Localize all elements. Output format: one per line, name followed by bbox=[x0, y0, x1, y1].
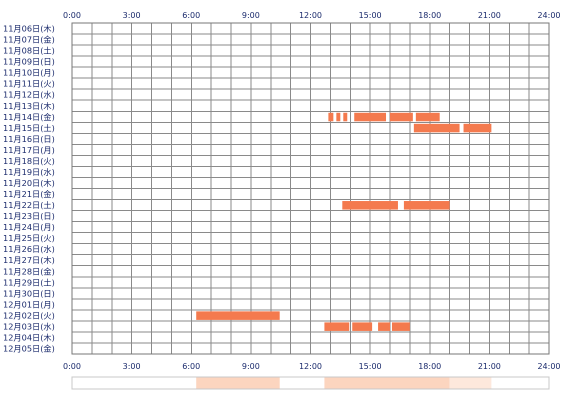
date-row-label: 11月25日(火) bbox=[3, 233, 55, 243]
chart-grid bbox=[71, 22, 550, 355]
bottom-time-tick-label: 21:00 bbox=[478, 362, 501, 371]
activity-segment bbox=[463, 123, 492, 133]
bottom-time-tick-label: 6:00 bbox=[182, 362, 200, 371]
date-row-label: 11月30日(日) bbox=[3, 288, 55, 298]
chart-frame bbox=[71, 22, 550, 355]
bottom-time-tick-label: 18:00 bbox=[418, 362, 441, 371]
time-density-strip bbox=[71, 376, 550, 390]
activity-segment bbox=[391, 322, 410, 331]
date-row-label: 11月20日(木) bbox=[3, 178, 55, 188]
bottom-time-axis: 0:00 3:00 6:00 9:00 12:00 15:00 18:00 21:00 24:0… bbox=[63, 362, 561, 371]
bottom-time-tick-label: 9:00 bbox=[242, 362, 260, 371]
density-block bbox=[324, 377, 450, 389]
activity-segment bbox=[328, 112, 334, 122]
density-strip-frame bbox=[71, 376, 550, 390]
date-row-label: 12月04日(木) bbox=[3, 332, 55, 342]
date-row-label: 11月06日(木) bbox=[3, 24, 55, 34]
date-row-label: 11月13日(木) bbox=[3, 101, 55, 111]
bottom-time-tick-label: 15:00 bbox=[359, 362, 382, 371]
activity-segment bbox=[390, 112, 413, 122]
bottom-time-tick-label: 24:00 bbox=[537, 362, 560, 371]
date-row-label: 11月12日(水) bbox=[3, 90, 55, 100]
top-time-tick-label: 12:00 bbox=[299, 11, 322, 20]
activity-segment bbox=[342, 201, 398, 210]
date-row-label: 12月05日(金) bbox=[3, 343, 55, 353]
date-row-label: 11月08日(土) bbox=[3, 46, 55, 56]
date-row-label: 11月07日(金) bbox=[3, 35, 55, 45]
date-row-labels: 11月06日(木)11月07日(金)11月08日(土)11月09日(日)11月1… bbox=[3, 24, 55, 354]
activity-segment bbox=[336, 112, 341, 122]
activity-segment bbox=[354, 112, 387, 122]
bottom-time-tick-label: 12:00 bbox=[299, 362, 322, 371]
top-time-tick-label: 9:00 bbox=[242, 11, 260, 20]
activity-segment bbox=[343, 112, 348, 122]
date-row-label: 11月27日(木) bbox=[3, 255, 55, 265]
bottom-time-tick-label: 0:00 bbox=[63, 362, 81, 371]
top-time-tick-label: 18:00 bbox=[418, 11, 441, 20]
date-row-label: 11月16日(日) bbox=[3, 134, 55, 144]
date-row-label: 11月26日(水) bbox=[3, 244, 55, 254]
date-row-label: 11月23日(日) bbox=[3, 211, 55, 221]
top-time-axis: 0:00 3:00 6:00 9:00 12:00 15:00 18:00 21:00 24:0… bbox=[63, 11, 561, 20]
activity-segment bbox=[413, 123, 460, 133]
top-time-tick-label: 6:00 bbox=[182, 11, 200, 20]
bottom-time-tick-label: 3:00 bbox=[123, 362, 141, 371]
date-row-label: 11月17日(月) bbox=[3, 145, 55, 155]
activity-segment bbox=[415, 112, 440, 122]
date-row-label: 11月21日(金) bbox=[3, 189, 55, 199]
date-row-label: 11月14日(金) bbox=[3, 112, 55, 122]
date-row-label: 12月03日(水) bbox=[3, 321, 55, 331]
date-row-label: 11月10日(月) bbox=[3, 68, 55, 78]
date-row-label: 11月11日(火) bbox=[3, 79, 55, 89]
top-time-tick-label: 15:00 bbox=[359, 11, 382, 20]
date-row-label: 11月24日(月) bbox=[3, 222, 55, 232]
top-time-tick-label: 0:00 bbox=[63, 11, 81, 20]
date-row-label: 12月01日(月) bbox=[3, 299, 55, 309]
activity-segment bbox=[324, 322, 350, 331]
date-row-label: 12月02日(火) bbox=[3, 310, 55, 320]
date-row-label: 11月22日(土) bbox=[3, 200, 55, 210]
activity-segments bbox=[196, 112, 492, 331]
date-row-label: 11月28日(金) bbox=[3, 266, 55, 276]
activity-segment bbox=[196, 311, 280, 320]
top-time-tick-label: 21:00 bbox=[478, 11, 501, 20]
date-row-label: 11月29日(土) bbox=[3, 277, 55, 287]
activity-segment bbox=[403, 201, 450, 210]
date-row-label: 11月15日(土) bbox=[3, 123, 55, 133]
date-row-label: 11月18日(火) bbox=[3, 156, 55, 166]
top-time-tick-label: 24:00 bbox=[537, 11, 560, 20]
top-time-tick-label: 3:00 bbox=[123, 11, 141, 20]
density-block bbox=[449, 377, 492, 389]
activity-segment bbox=[378, 322, 390, 331]
density-block bbox=[196, 377, 280, 389]
date-row-label: 11月19日(水) bbox=[3, 167, 55, 177]
activity-segment bbox=[352, 322, 373, 331]
date-row-label: 11月09日(日) bbox=[3, 57, 55, 67]
